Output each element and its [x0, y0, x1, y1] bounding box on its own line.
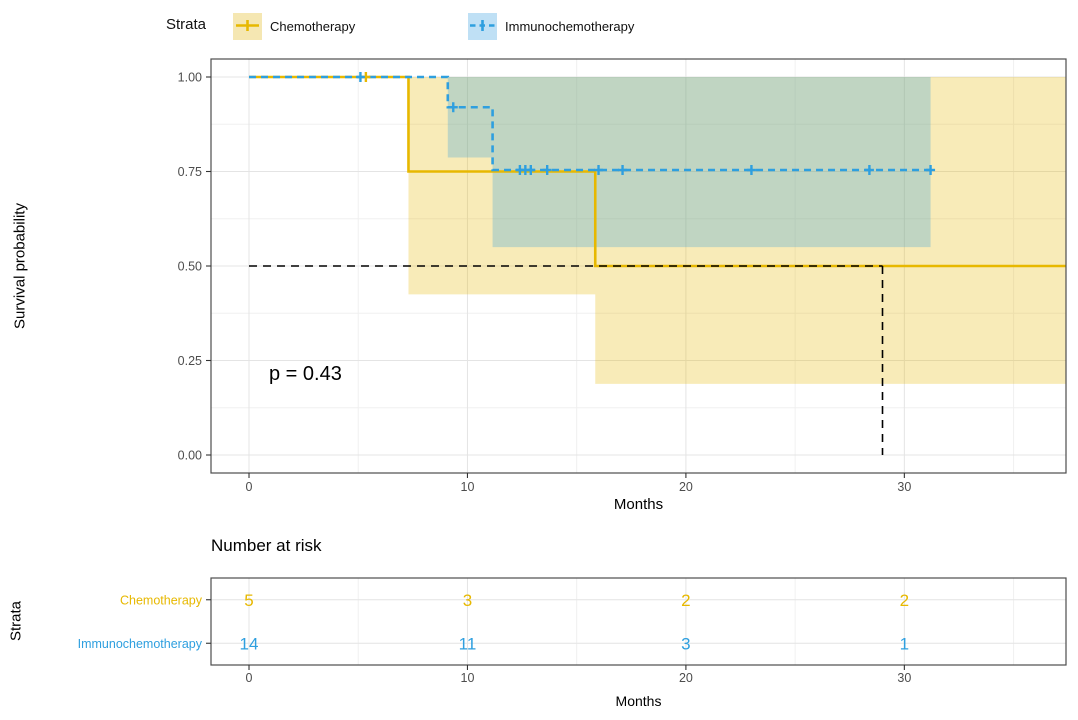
risk-table-title: Number at risk [211, 536, 322, 555]
legend-label-chemotherapy: Chemotherapy [270, 18, 356, 34]
legend-label-immunochemotherapy: Immunochemotherapy [505, 18, 635, 34]
p-value-annotation: p = 0.43 [269, 363, 342, 385]
legend-item-immunochemotherapy: Immunochemotherapy [468, 12, 634, 40]
risk-count: 14 [240, 634, 259, 653]
risk-row-label: Immunochemotherapy [78, 637, 203, 651]
x-axis-title: Months [613, 496, 664, 513]
confidence-band-immunochemotherapy [447, 77, 931, 248]
risk-x-tick-label: 10 [461, 671, 475, 685]
risk-count: 1 [900, 634, 909, 653]
y-tick-label: 0.00 [178, 449, 202, 463]
y-tick-label: 0.25 [178, 354, 202, 368]
risk-row-label: Chemotherapy [120, 593, 203, 607]
x-tick-label: 10 [461, 480, 475, 494]
x-tick-label: 30 [897, 480, 911, 494]
legend: Strata Chemotherapy Immunochemotherapy [0, 0, 1078, 52]
risk-count: 3 [681, 634, 690, 653]
chemotherapy-key-icon [233, 12, 262, 40]
confidence-band-chemotherapy [408, 77, 1067, 384]
risk-count: 3 [463, 591, 472, 610]
risk-panel-border [210, 577, 1067, 666]
risk-count: 2 [681, 591, 690, 610]
y-axis-title: Survival probability [11, 203, 29, 329]
x-tick-label: 20 [679, 480, 693, 494]
y-tick-label: 1.00 [178, 71, 202, 85]
risk-x-tick-label: 30 [897, 671, 911, 685]
legend-title: Strata [166, 16, 207, 33]
immunochemotherapy-key-icon [468, 12, 497, 40]
risk-x-tick-label: 0 [246, 671, 253, 685]
risk-table-x-axis-title: Months [615, 693, 662, 709]
legend-item-chemotherapy: Chemotherapy [233, 12, 355, 40]
risk-x-tick-label: 20 [679, 671, 693, 685]
risk-count: 2 [900, 591, 909, 610]
risk-table-axis-title: Strata [7, 600, 25, 642]
y-tick-label: 0.50 [178, 260, 202, 274]
y-tick-label: 0.75 [178, 165, 202, 179]
x-tick-label: 0 [246, 480, 253, 494]
survival-curve-immunochemotherapy [249, 75, 931, 172]
risk-count: 5 [244, 591, 253, 610]
risk-count: 11 [459, 634, 477, 653]
